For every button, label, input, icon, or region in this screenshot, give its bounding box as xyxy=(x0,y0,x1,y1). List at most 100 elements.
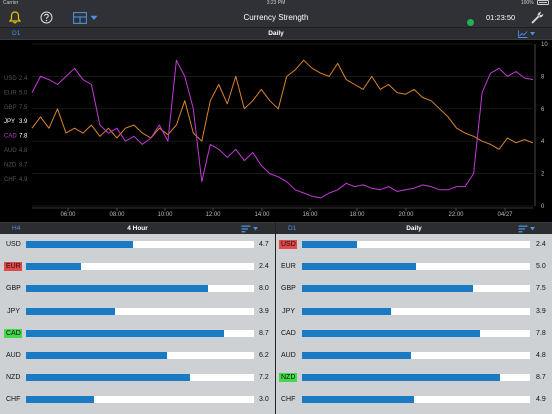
currency-label: GBP xyxy=(6,285,21,293)
strength-row-aud[interactable]: AUD 6.2 xyxy=(0,345,275,367)
left-panel-title: 4 Hour xyxy=(127,225,148,232)
strength-row-aud[interactable]: AUD 4.8 xyxy=(276,345,552,367)
strength-value: 4.9 xyxy=(536,396,546,404)
strength-row-usd[interactable]: USD 2.4 xyxy=(276,234,552,256)
strength-value: 2.4 xyxy=(536,241,546,248)
strength-bar-fill xyxy=(302,307,391,315)
strength-bar-track xyxy=(26,374,254,382)
x-tick-label: 16:00 xyxy=(302,212,318,218)
server-clock: 01:23:50 xyxy=(486,13,516,22)
currency-label: GBP xyxy=(281,285,296,293)
legend-value-jpy: 3.9 xyxy=(19,119,28,125)
series-line-jpy xyxy=(31,59,534,150)
app-title: Currency Strength xyxy=(243,13,309,22)
legend-name-nzd[interactable]: NZD xyxy=(4,162,17,168)
legend-value-eur: 5.0 xyxy=(19,90,28,96)
legend-name-chf[interactable]: CHF xyxy=(4,177,17,183)
legend-name-usd[interactable]: USD xyxy=(4,76,17,82)
question-icon xyxy=(40,11,52,24)
strength-row-gbp[interactable]: GBP 7.5 xyxy=(276,278,552,300)
chevron-down-icon xyxy=(90,15,97,20)
legend-name-gbp[interactable]: GBP xyxy=(4,105,17,111)
strength-value: 7.5 xyxy=(536,285,546,293)
right-panel-header: D1 Daily xyxy=(276,222,552,234)
currency-label: JPY xyxy=(282,307,295,315)
strength-bar-fill xyxy=(302,285,473,293)
y-tick-label: 4 xyxy=(541,139,545,145)
x-tick-label: 22:00 xyxy=(448,212,464,218)
strength-row-gbp[interactable]: GBP 8.0 xyxy=(0,278,275,300)
right-sort-button[interactable] xyxy=(518,225,536,238)
alerts-button[interactable] xyxy=(7,10,23,25)
strength-bar-track xyxy=(302,307,530,315)
strength-bar-track xyxy=(26,352,254,359)
strength-row-nzd[interactable]: NZD 7.2 xyxy=(0,367,275,389)
strength-value: 8.7 xyxy=(259,329,269,337)
strength-value: 4.7 xyxy=(259,241,269,248)
strength-bar-fill xyxy=(26,285,209,293)
currency-label: AUD xyxy=(281,352,296,359)
strength-bar-track xyxy=(302,329,530,337)
strength-bar-fill xyxy=(26,396,95,404)
currency-label: USD xyxy=(279,240,297,249)
strength-bar-track xyxy=(302,396,530,404)
strength-bar-track xyxy=(302,352,530,359)
series-line-cad xyxy=(31,59,534,199)
x-tick-label: 14:00 xyxy=(254,212,270,218)
strength-bar-track xyxy=(26,329,254,337)
currency-label: CAD xyxy=(281,329,296,337)
strength-value: 6.2 xyxy=(259,352,269,359)
legend-name-jpy[interactable]: JPY xyxy=(4,119,15,125)
legend-name-eur[interactable]: EUR xyxy=(4,90,17,96)
strength-bar-track xyxy=(26,285,254,293)
strength-row-jpy[interactable]: JPY 3.9 xyxy=(0,301,275,323)
strength-bar-track xyxy=(26,307,254,315)
strength-bar-fill xyxy=(26,241,134,248)
legend-value-gbp: 7.5 xyxy=(19,105,28,111)
strength-bar-fill xyxy=(26,329,225,337)
strength-bar-fill xyxy=(302,352,412,359)
chart-type-button[interactable] xyxy=(518,30,536,43)
sort-icon xyxy=(241,225,258,233)
legend-value-cad: 7.8 xyxy=(19,134,28,140)
strength-row-chf[interactable]: CHF 4.9 xyxy=(276,389,552,411)
strength-bar-fill xyxy=(302,374,501,382)
strength-bar-track xyxy=(302,285,530,293)
strength-line-chart[interactable]: 0 2 4 6 8 10 06:00 08:00 10:00 12:00 14:00 16:00 18:… xyxy=(0,40,552,222)
strength-row-nzd[interactable]: NZD 8.7 xyxy=(276,367,552,389)
left-strength-panel: USD 4.7 EUR 2.4 GBP 8.0 JPY 3.9 CAD 8.7 AUD 6.2 NZD 7… xyxy=(0,234,275,414)
x-tick-label: 18:00 xyxy=(349,212,365,218)
settings-button[interactable] xyxy=(529,10,545,25)
help-button[interactable] xyxy=(38,10,54,25)
strength-row-cad[interactable]: CAD 8.7 xyxy=(0,323,275,345)
status-bar: Carrier 3:23 PM 100% xyxy=(0,0,552,7)
right-timeframe-button[interactable]: D1 xyxy=(288,225,297,232)
currency-label: CAD xyxy=(4,328,22,338)
strength-row-cad[interactable]: CAD 7.8 xyxy=(276,323,552,345)
strength-bar-track xyxy=(26,396,254,404)
x-tick-label: 20:00 xyxy=(398,212,414,218)
legend-name-aud[interactable]: AUD xyxy=(4,148,17,154)
currency-label: CHF xyxy=(281,396,296,404)
strength-row-eur[interactable]: EUR 2.4 xyxy=(0,256,275,278)
strength-row-eur[interactable]: EUR 5.0 xyxy=(276,256,552,278)
layout-menu-button[interactable] xyxy=(72,10,98,25)
status-time: 3:23 PM xyxy=(266,0,286,6)
carrier-label: Carrier xyxy=(3,0,19,6)
strength-row-chf[interactable]: CHF 3.0 xyxy=(0,389,275,411)
left-timeframe-button[interactable]: H4 xyxy=(12,225,21,232)
battery-indicator: 100% xyxy=(521,0,549,7)
wrench-icon xyxy=(531,11,544,24)
x-tick-label: 12:00 xyxy=(205,212,221,218)
currency-label: AUD xyxy=(6,352,21,359)
strength-row-usd[interactable]: USD 4.7 xyxy=(0,234,275,256)
strength-bar-track xyxy=(302,374,530,382)
chart-title: Daily xyxy=(268,30,284,37)
legend-name-cad[interactable]: CAD xyxy=(4,134,17,140)
left-sort-button[interactable] xyxy=(241,225,259,238)
right-strength-panel: USD 2.4 EUR 5.0 GBP 7.5 JPY 3.9 CAD 7.8 AUD 4.8 NZD 8… xyxy=(276,234,552,414)
chart-timeframe-button[interactable]: D1 xyxy=(12,30,21,37)
panel-divider xyxy=(275,222,276,414)
strength-value: 8.7 xyxy=(536,374,546,382)
strength-row-jpy[interactable]: JPY 3.9 xyxy=(276,301,552,323)
